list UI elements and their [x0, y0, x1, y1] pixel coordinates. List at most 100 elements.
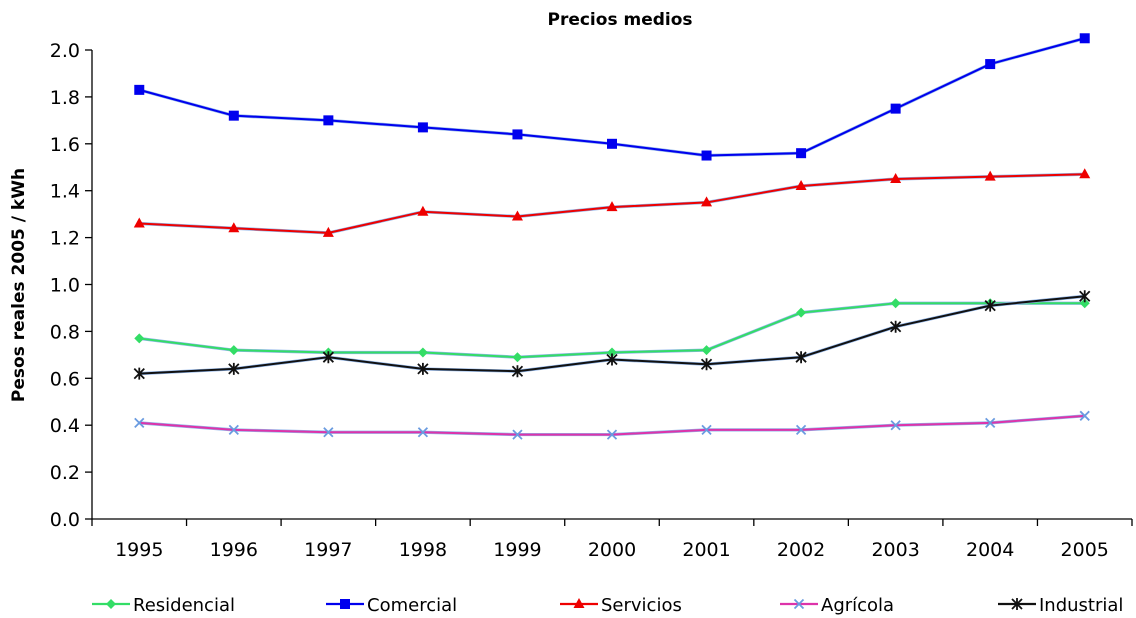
- data-point: [701, 424, 712, 436]
- data-point: [890, 298, 901, 309]
- data-point: [985, 417, 996, 428]
- data-point: [134, 417, 145, 428]
- data-point: [106, 599, 116, 609]
- y-tick-label: 1.8: [50, 87, 80, 109]
- x-tick-label: 2001: [682, 539, 730, 561]
- data-point: [228, 345, 239, 356]
- x-tick-label: 1995: [115, 539, 163, 561]
- data-point: [134, 84, 145, 95]
- legend-label: Servicios: [601, 595, 682, 616]
- data-point: [1079, 168, 1091, 179]
- series-servicios: [133, 168, 1091, 237]
- data-point: [322, 351, 335, 364]
- y-tick-label: 0.2: [50, 462, 80, 484]
- x-tick-label: 2002: [777, 539, 825, 561]
- data-point: [417, 427, 429, 438]
- y-tick-label: 1.4: [50, 181, 80, 203]
- data-point: [417, 122, 428, 133]
- data-point: [984, 299, 996, 312]
- data-point: [890, 420, 901, 431]
- data-point: [1079, 298, 1090, 309]
- data-point: [228, 110, 239, 121]
- legend-label: Comercial: [367, 595, 457, 616]
- legend-item: Residencial: [92, 595, 235, 616]
- legend-label: Agrícola: [821, 595, 894, 616]
- data-point: [228, 424, 239, 436]
- legend-item: Comercial: [326, 595, 457, 616]
- legend-label: Residencial: [133, 595, 235, 616]
- x-tick-label: 2000: [588, 539, 636, 561]
- data-point: [606, 353, 618, 366]
- data-point: [701, 345, 712, 356]
- data-point: [890, 103, 901, 114]
- y-tick-label: 0.0: [50, 509, 80, 531]
- data-point: [323, 115, 334, 126]
- data-point: [322, 226, 334, 237]
- data-point: [228, 362, 240, 375]
- data-point: [511, 210, 523, 221]
- data-point: [795, 424, 807, 436]
- data-point: [700, 358, 713, 371]
- y-tick-label: 0.6: [50, 368, 80, 390]
- data-point: [701, 196, 713, 207]
- data-point: [795, 351, 807, 364]
- x-tick-label: 1999: [493, 539, 541, 561]
- data-point: [701, 150, 712, 161]
- data-point: [1011, 598, 1023, 610]
- y-tick-label: 0.8: [50, 321, 80, 343]
- y-tick-label: 0.4: [50, 415, 80, 437]
- series-agricola: [134, 410, 1090, 440]
- data-point: [1079, 33, 1090, 44]
- data-point: [512, 429, 523, 440]
- series-shadow-line: [138, 36, 1086, 158]
- chart-title: Precios medios: [547, 10, 692, 30]
- data-point: [1079, 290, 1091, 303]
- data-point: [606, 429, 618, 440]
- y-tick-label: 1.2: [50, 228, 80, 250]
- data-point: [133, 367, 145, 380]
- series-industrial: [133, 290, 1091, 380]
- series-line: [139, 37, 1085, 157]
- data-point: [340, 599, 350, 609]
- axes: 0.0 0.2 0.4 0.6 0.8 1.0 1.2 1.4 1.6 1.8 2.0 1995 199…: [50, 40, 1133, 561]
- data-point: [606, 201, 618, 212]
- x-tick-label: 2004: [966, 539, 1014, 561]
- series-residencial: [134, 298, 1090, 363]
- data-point: [511, 365, 524, 378]
- y-axis-label: Pesos reales 2005 / kWh: [9, 168, 29, 402]
- data-point: [607, 138, 617, 149]
- legend-item: Industrial: [998, 595, 1123, 616]
- x-tick-label: 2003: [871, 539, 919, 561]
- data-point: [796, 307, 807, 318]
- data-point: [985, 59, 996, 70]
- x-tick-label: 1997: [304, 539, 352, 561]
- data-point: [796, 148, 807, 159]
- data-point: [793, 598, 805, 610]
- data-point: [323, 427, 334, 438]
- data-point: [512, 129, 523, 140]
- data-point: [573, 598, 585, 608]
- data-point: [1079, 410, 1090, 421]
- data-point: [512, 352, 523, 363]
- x-tick-label: 1998: [399, 539, 447, 561]
- data-point: [890, 172, 902, 183]
- data-point: [795, 180, 807, 191]
- data-point: [417, 347, 428, 358]
- x-tick-label: 1996: [210, 539, 258, 561]
- series-comercial: [134, 33, 1090, 161]
- data-point: [228, 222, 240, 233]
- series-group: [133, 33, 1091, 440]
- y-tick-label: 1.0: [50, 275, 80, 297]
- legend: Residencial Comercial Servicios Agrícola Ind…: [92, 595, 1123, 616]
- data-point: [417, 205, 429, 216]
- legend-label: Industrial: [1039, 595, 1123, 616]
- data-point: [417, 362, 429, 375]
- data-point: [889, 320, 902, 333]
- data-point: [134, 333, 145, 344]
- y-tick-label: 1.6: [50, 134, 80, 156]
- legend-item: Servicios: [560, 595, 682, 616]
- data-point: [984, 170, 996, 181]
- data-point: [607, 347, 617, 358]
- legend-item: Agrícola: [780, 595, 894, 616]
